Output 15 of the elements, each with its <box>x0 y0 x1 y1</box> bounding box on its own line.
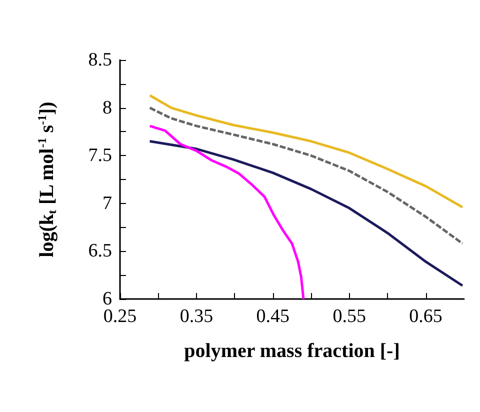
line-series <box>148 94 464 208</box>
y-tick-label: 8 <box>102 97 112 118</box>
line-series <box>148 124 305 300</box>
y-tick-label: 8.5 <box>88 50 112 70</box>
x-tick-label: 0.35 <box>180 306 214 327</box>
line-series <box>148 106 464 245</box>
x-axis-title: polymer mass fraction [-] <box>184 340 400 362</box>
x-tick-label: 0.55 <box>332 306 366 327</box>
y-tick-label: 6.5 <box>88 240 112 262</box>
y-axis-title: log(kt [L mol-1 s-1]) <box>35 102 59 258</box>
line-series <box>148 140 464 287</box>
x-tick-label: 0.45 <box>256 306 290 327</box>
x-tick-label: 0.65 <box>409 306 442 327</box>
y-tick-label: 7 <box>102 192 112 214</box>
y-tick-label: 7.5 <box>88 145 112 166</box>
